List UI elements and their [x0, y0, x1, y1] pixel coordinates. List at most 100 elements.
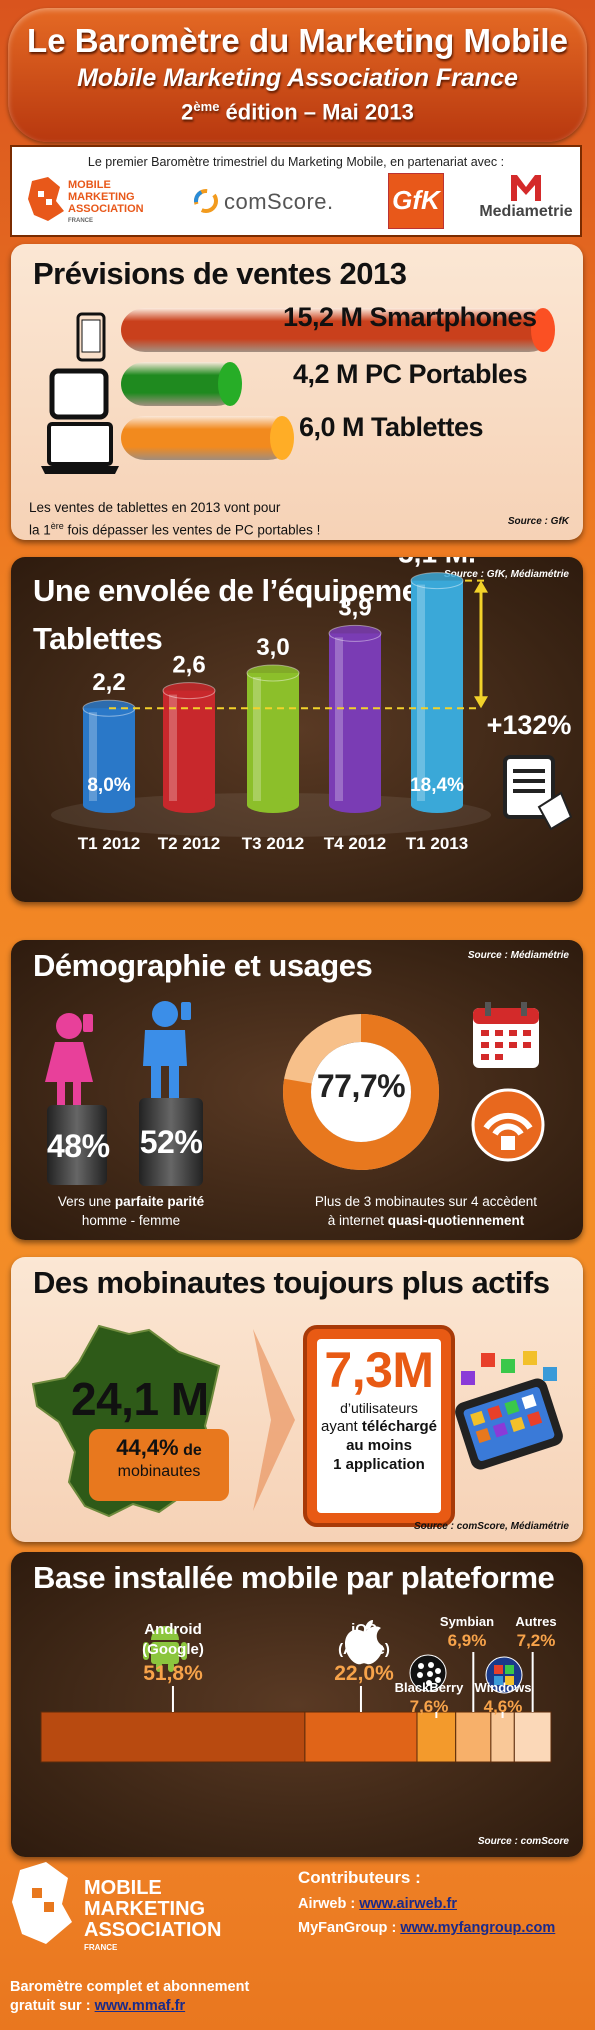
wifi-icon	[471, 1088, 545, 1162]
gfk-logo-text: GfK	[392, 185, 440, 215]
downloads-phone-frame: 7,3M d’utilisateurs ayant téléchargé au …	[303, 1325, 455, 1527]
demographics-panel: Démographie et usages Source : Médiamétr…	[11, 940, 583, 1240]
sales-note-line-2: la 1ère fois dépasser les ventes de PC p…	[29, 521, 321, 538]
downloads-line-3: au moins	[346, 1437, 412, 1454]
demographics-source: Source : Médiamétrie	[467, 950, 569, 961]
airweb-link[interactable]: www.airweb.fr	[359, 1896, 457, 1912]
tablet-bar-shine-3	[335, 637, 343, 801]
sales-bar-2	[121, 416, 292, 460]
edition-label: 2ème édition – Mai 2013	[181, 99, 414, 125]
mma-logo-word-3: ASSOCIATION	[68, 203, 144, 215]
platform-title: Base installée mobile par plateforme	[33, 1560, 555, 1595]
parity-caption-line-1: Vers une parfaite parité	[57, 1194, 205, 1209]
female-pct: 48%	[47, 1128, 110, 1164]
tablet-value-label-4: 5,1 M.	[398, 557, 476, 569]
barometer-subscribe-line-1: Baromètre complet et abonnement	[10, 1979, 250, 1995]
female-pedestal	[47, 1105, 107, 1185]
tablet-bar-0	[82, 699, 136, 813]
platform-pct-3: 6,9%	[448, 1631, 487, 1650]
female-icon	[45, 1013, 93, 1108]
sales-panel: Prévisions de ventes 2013 15,2 M Smartph…	[11, 244, 583, 540]
tablet-bar-bottom-0	[83, 797, 135, 813]
tablet-category-label-0: T1 2012	[78, 834, 140, 853]
mma-logo-word-1: MOBILE	[68, 179, 111, 191]
apps-phone-icon	[455, 1351, 563, 1470]
growth-label: +132%	[487, 710, 572, 740]
contributor-airweb: Airweb : www.airweb.fr	[298, 1896, 457, 1912]
tablet-bar-body-3	[329, 633, 381, 805]
sales-bar-cap-2	[269, 416, 294, 460]
tablet-bar-shine-2	[253, 677, 261, 801]
tablet-bar-body-2	[247, 673, 299, 805]
tablet-bar-body-1	[163, 690, 215, 805]
male-pedestal	[139, 1098, 203, 1186]
platform-segment-5	[513, 1711, 552, 1763]
platform-name-0: Android	[144, 1621, 202, 1638]
platform-segment-2	[416, 1711, 457, 1763]
sales-bar-cap-1	[218, 362, 243, 406]
platform-pct-2: 7,6%	[410, 1697, 449, 1716]
page-subtitle: Mobile Marketing Association France	[77, 64, 518, 92]
tablet-icon	[49, 368, 109, 420]
france-pct-badge: 44,4% de mobinautes	[89, 1429, 229, 1501]
tablet-bar-body-4	[411, 580, 463, 805]
tablet-bar-1	[162, 682, 216, 813]
sales-note: Les ventes de tablettes en 2013 vont pou…	[29, 498, 320, 540]
partners-box: Le premier Baromètre trimestriel du Mark…	[10, 145, 582, 237]
downloads-line-4: 1 application	[333, 1456, 425, 1473]
tablet-reader-icon	[503, 755, 573, 831]
footer-mma-word-4: FRANCE	[84, 1943, 118, 1952]
tablet-chart-title: Une envolée de l’équipement Tablettes	[33, 573, 447, 656]
france-pct-line-1: 44,4% de	[116, 1435, 202, 1460]
male-icon	[143, 1001, 191, 1098]
growth-arrow-up	[474, 580, 488, 593]
sales-label-smartphones: 15,2 M Smartphones	[283, 302, 537, 332]
mediametrie-logo-icon	[511, 175, 541, 201]
tablet-bar-shine-0	[89, 712, 97, 801]
sales-bar-cap-0	[531, 308, 555, 352]
tablet-bar-body-0	[83, 708, 135, 805]
platform-pct-5: 7,2%	[517, 1631, 556, 1650]
tablet-category-label-4: T1 2013	[406, 834, 468, 853]
windows-icon	[485, 1656, 523, 1694]
platform-name-4: Windows	[475, 1680, 532, 1695]
sales-title: Prévisions de ventes 2013	[33, 256, 407, 291]
mediametrie-logo-text: Mediametrie	[479, 203, 573, 220]
active-users-source: Source : comScore, Médiamétrie	[413, 1521, 569, 1532]
partners-caption: Le premier Baromètre trimestriel du Mark…	[87, 155, 505, 169]
tablet-bar-3	[328, 624, 382, 813]
tablet-bar-bottom-3	[329, 797, 381, 813]
tablet-value-label-1: 2,6	[172, 652, 205, 679]
downloads-line-2: ayant téléchargé	[321, 1418, 437, 1435]
platform-segment-0	[40, 1711, 306, 1763]
platform-name-2: BlackBerry	[395, 1680, 464, 1695]
platform-name-3: Symbian	[440, 1614, 494, 1629]
arrow-icon	[253, 1329, 295, 1511]
growth-arrow-down	[474, 696, 488, 709]
platform-panel: Base installée mobile par plateforme And…	[11, 1552, 583, 1857]
tablet-category-label-2: T3 2012	[242, 834, 304, 853]
platform-segment-4	[490, 1711, 515, 1763]
mmaf-link[interactable]: www.mmaf.fr	[94, 1998, 186, 2014]
android-icon	[143, 1626, 187, 1672]
footer-mma-word-1: MOBILE	[84, 1877, 162, 1899]
calendar-icon	[473, 1002, 539, 1068]
parity-caption: Vers une parfaite parité homme - femme	[31, 1192, 231, 1230]
smartphone-icon	[76, 312, 106, 362]
usage-caption-line-2: à internet quasi-quotiennement	[327, 1213, 525, 1228]
platform-segment-1	[304, 1711, 418, 1763]
usage-donut	[283, 1014, 439, 1170]
footer-mma-word-2: MARKETING	[84, 1898, 206, 1920]
contributors-title: Contributeurs :	[298, 1868, 421, 1887]
usage-caption-line-1: Plus de 3 mobinautes sur 4 accèdent	[314, 1194, 538, 1209]
blackberry-icon	[409, 1654, 447, 1692]
tablet-bar-bottom-1	[163, 797, 215, 813]
sales-label-tablets: 6,0 M Tablettes	[299, 412, 484, 442]
myfangroup-link[interactable]: www.myfangroup.com	[400, 1920, 556, 1936]
donut-center	[311, 1042, 411, 1142]
platform-pct-1: 22,0%	[334, 1662, 394, 1685]
donut-value: 77,7%	[316, 1068, 406, 1104]
tablet-chart: 2,2 T1 2012 8,0% 2,6 T2 2012 3,0 T3 2012 3,9 T4 …	[51, 557, 573, 853]
parity-caption-line-2: homme - femme	[81, 1213, 181, 1228]
tablet-bar-top-1	[162, 682, 216, 700]
